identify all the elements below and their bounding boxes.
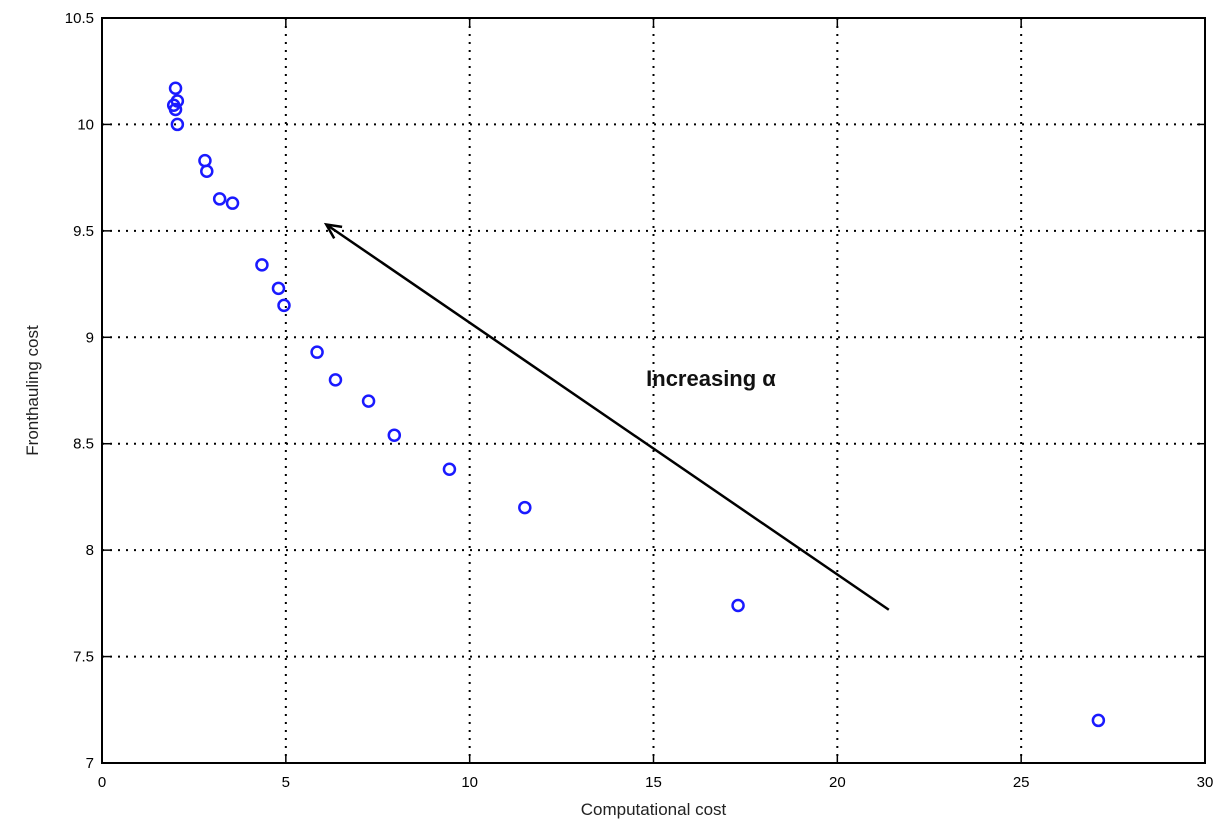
x-axis-label: Computational cost [581,800,727,819]
axis-ticks [101,17,1206,764]
data-points [166,81,1106,728]
scatter-point [255,258,269,272]
y-tick-label: 7 [86,755,94,772]
annotation-label: Increasing α [646,366,776,391]
y-tick-label: 10.5 [65,10,94,27]
scatter-point [310,345,324,359]
x-tick-label: 5 [282,774,290,791]
x-tick-label: 10 [461,774,478,791]
annotation-arrowhead [323,222,343,239]
x-tick-label: 0 [98,774,106,791]
x-tick-label: 15 [645,774,662,791]
annotation: Increasing α [323,222,890,611]
scatter-point [442,462,457,477]
scatter-point [387,428,402,442]
scatter-point [361,394,376,408]
y-tick-labels: 7 7.5 8 8.5 9 9.5 10 10.5 [65,10,94,772]
scatter-point [168,81,183,95]
annotation-arrow [325,223,890,611]
y-tick-label: 10 [77,116,94,133]
scatter-point [328,373,343,387]
scatter-point [225,196,240,210]
scatter-point [168,102,183,117]
y-tick-label: 8 [86,542,94,559]
scatter-point [277,298,291,313]
x-tick-label: 25 [1013,774,1030,791]
y-axis-label: Fronthauling cost [23,325,42,456]
scatter-point [731,598,745,613]
scatter-point [1091,713,1106,728]
scatter-point [518,500,532,515]
scatter-point [271,281,286,296]
x-tick-label: 20 [829,774,846,791]
scatter-point [170,117,185,132]
y-tick-label: 9 [86,329,94,346]
y-tick-label: 7.5 [73,649,94,666]
scatter-point [212,192,227,206]
x-tick-labels: 0 5 10 15 20 25 30 [98,774,1214,791]
scatter-point [200,164,214,179]
y-tick-label: 8.5 [73,436,94,453]
scatter-point [198,153,212,168]
y-tick-label: 9.5 [73,223,94,240]
x-tick-label: 30 [1197,774,1214,791]
